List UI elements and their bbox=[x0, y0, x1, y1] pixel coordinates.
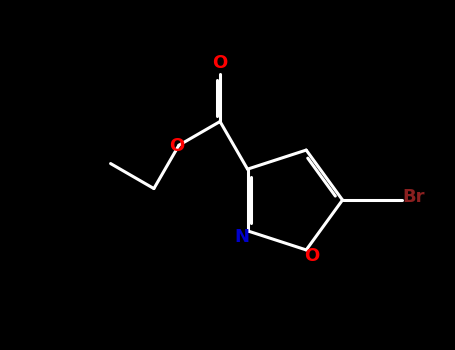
Text: O: O bbox=[169, 137, 185, 155]
Text: O: O bbox=[212, 54, 228, 72]
Text: O: O bbox=[304, 247, 320, 265]
Text: Br: Br bbox=[402, 189, 425, 206]
Text: N: N bbox=[234, 228, 249, 246]
